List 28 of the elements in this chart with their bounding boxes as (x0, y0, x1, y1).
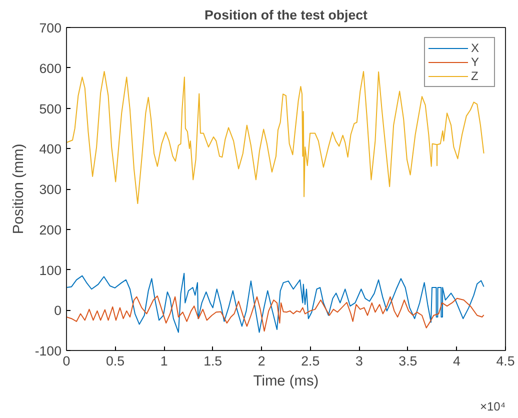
x-tick-label: 3.5 (398, 354, 418, 368)
line-series (66, 272, 484, 333)
x-tick-label: 4.5 (496, 354, 515, 368)
x-tick-label: 4 (453, 354, 462, 368)
line-series (66, 71, 484, 204)
legend-label: Z (471, 69, 480, 83)
chart-title: Position of the test object (204, 8, 368, 22)
y-tick-label: 200 (39, 222, 62, 238)
line-series (66, 295, 484, 332)
y-tick-label: 500 (39, 101, 62, 116)
text: ×10⁴ (480, 400, 506, 414)
legend-label: Y (471, 55, 480, 69)
y-axis-title: Position (mm) (10, 144, 27, 234)
x-axis-title: Time (ms) (253, 374, 319, 390)
legend-label: X (471, 41, 480, 55)
x-tick-label: 2 (258, 354, 266, 368)
x-tick-label: 0.5 (106, 354, 125, 368)
x-tick-label: 2.5 (301, 354, 320, 368)
y-tick-label: 100 (39, 262, 62, 278)
y-tick-label: -100 (34, 344, 62, 358)
y-tick-label: 700 (39, 20, 62, 36)
y-tick-label: 600 (39, 60, 62, 76)
x-tick-label: 1 (160, 354, 168, 368)
x-tick-label: 3 (355, 354, 363, 368)
y-tick-label: 300 (39, 182, 62, 197)
y-tick-label: 0 (54, 303, 62, 318)
x-tick-label: 1.5 (204, 354, 222, 368)
y-tick-label: 400 (39, 142, 62, 157)
